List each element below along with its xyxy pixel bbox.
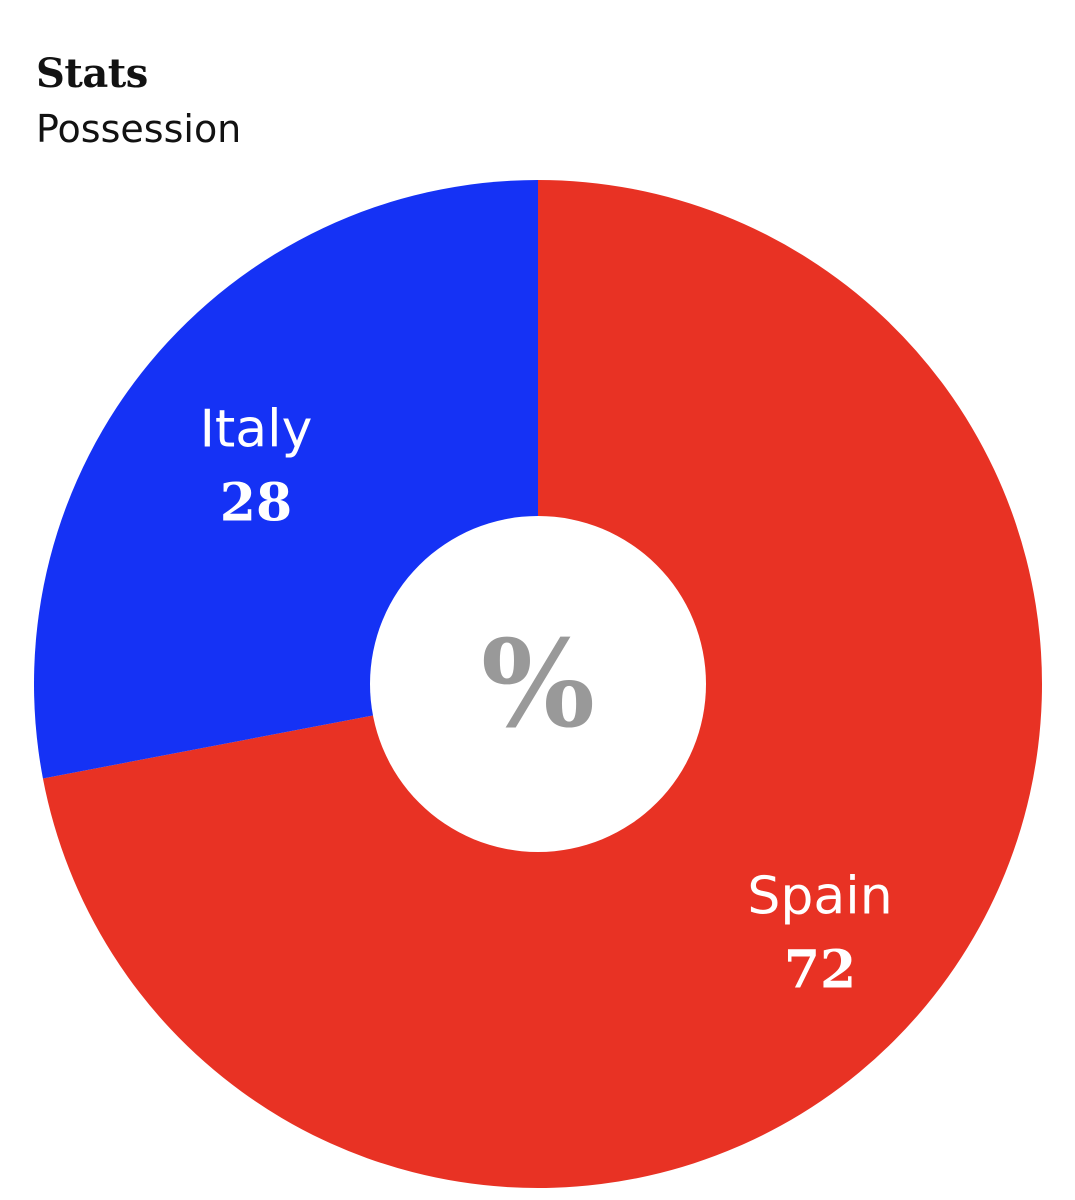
slice-label-spain: Spain <box>747 866 892 926</box>
center-percent-label: % <box>481 614 595 755</box>
chart-subtitle: Possession <box>36 107 242 151</box>
slice-value-spain: 72 <box>784 939 856 1000</box>
slice-labels-group: Spain 72 Italy 28 <box>200 400 893 1001</box>
donut-hole <box>370 516 706 852</box>
slice-label-italy: Italy <box>200 400 313 460</box>
chart-title: Stats <box>36 50 148 97</box>
chart-header: Stats Possession <box>36 50 241 154</box>
slice-value-italy: 28 <box>220 473 292 534</box>
